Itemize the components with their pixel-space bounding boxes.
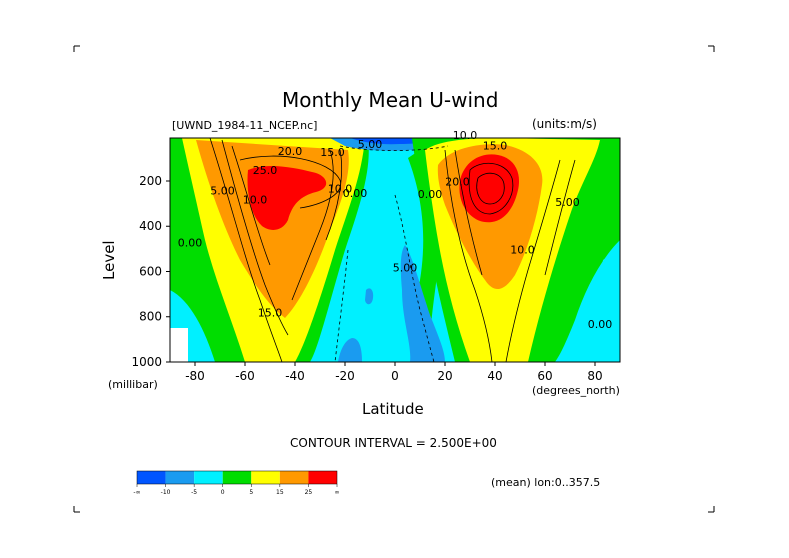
contour-line-sh-4 [291, 149, 334, 301]
y-axis-units: (millibar) [108, 378, 158, 391]
contour-line-sh-1 [209, 138, 283, 362]
contour-label: 10.0 [243, 194, 268, 207]
contour-label: 20.0 [278, 145, 303, 158]
units-label: (units:m/s) [532, 117, 597, 131]
contour-line-nh-4 [544, 159, 576, 276]
band-missing-data [170, 328, 188, 362]
crop-marks [73, 45, 715, 513]
x-tick-label: 0 [391, 369, 399, 383]
contour-label: 15.0 [258, 307, 283, 320]
colorbar-label: 5 [249, 489, 253, 496]
contour-line-nh-ring-2 [476, 172, 505, 205]
y-tick-label: 1000 [131, 355, 162, 369]
contour-line-nh-3 [505, 159, 561, 362]
contour-line-sh-ring [239, 155, 341, 209]
x-tick-label: -40 [285, 369, 305, 383]
chart-title: Monthly Mean U-wind [282, 88, 499, 112]
colorbar-label: ∞ [335, 489, 340, 496]
band-tropical-negative-3 [365, 288, 374, 305]
contour-label: 15.0 [483, 139, 508, 152]
colorbar-swatch [165, 471, 195, 484]
contour-label: 0.00 [178, 237, 203, 250]
contour-line-sh-3 [231, 145, 271, 266]
contour-lines [209, 138, 576, 362]
crop-mark-top-right [708, 45, 715, 52]
x-tick-label: 20 [437, 369, 452, 383]
mean-note: (mean) lon:0..357.5 [491, 476, 601, 489]
x-axis-units: (degrees_north) [532, 384, 620, 397]
x-tick-label: -20 [335, 369, 355, 383]
colorbar-swatch [308, 471, 337, 484]
contour-line-nh-2 [454, 149, 483, 276]
dataset-label: [UWND_1984-11_NCEP.nc] [172, 119, 318, 132]
y-axis-title: Level [100, 240, 118, 280]
colorbar-label: 25 [305, 489, 313, 496]
band-tropical-negative-2 [338, 338, 362, 362]
x-axis-title: Latitude [362, 400, 424, 418]
colorbar-swatch [279, 471, 309, 484]
y-tick-label: 400 [139, 219, 162, 233]
crop-mark-top-left [73, 45, 80, 52]
x-tick-label: -80 [185, 369, 205, 383]
contour-label: 20.0 [445, 176, 470, 189]
colorbar-label: 0 [221, 489, 225, 496]
contour-label: 0.00 [418, 188, 443, 201]
colorbar-frame [136, 470, 338, 485]
x-tick-label: 60 [537, 369, 552, 383]
x-tick-label: 40 [487, 369, 502, 383]
colorbar-swatch [251, 471, 280, 484]
contour-line-nh-ring-1 [468, 162, 514, 215]
colorbar-label: 15 [276, 489, 284, 496]
colorbar-swatch [194, 471, 223, 484]
contour-line-upper-dashed [339, 145, 449, 151]
contour-label: 5.00 [555, 196, 580, 209]
y-axis: 200 400 600 800 1000 [131, 174, 170, 369]
contour-label: 0.00 [588, 318, 613, 331]
contour-line-sh-5 [325, 149, 343, 241]
contour-label: 10.0 [453, 129, 478, 142]
x-axis: -80 -60 -40 -20 0 20 40 60 80 [185, 362, 603, 383]
colorbar: -∞ -10 -5 0 5 15 25 ∞ [133, 470, 340, 496]
contour-line-nh-1 [444, 149, 493, 362]
contour-label: 5.00 [393, 261, 418, 274]
crop-mark-bottom-right [708, 506, 715, 513]
band-tropical-negative-1 [400, 245, 445, 362]
contour-label: 10.0 [328, 182, 353, 195]
contour-interval-note: CONTOUR INTERVAL = 2.500E+00 [290, 436, 497, 450]
colorbar-label: -5 [191, 489, 197, 496]
colorbar-swatch [137, 471, 166, 484]
x-tick-label: 80 [587, 369, 602, 383]
colorbar-swatch [222, 471, 252, 484]
contour-fill-bands [170, 138, 620, 362]
contour-label: 5.00 [358, 138, 383, 151]
y-tick-label: 600 [139, 264, 162, 278]
contour-label: 5.00 [210, 185, 235, 198]
contour-label: 25.0 [253, 164, 278, 177]
crop-mark-bottom-left [73, 506, 80, 513]
colorbar-label: -∞ [133, 489, 140, 496]
contour-label: 10.0 [510, 243, 535, 256]
contour-line-sh-2 [221, 139, 289, 336]
y-tick-label: 200 [139, 174, 162, 188]
contour-labels: 25.020.0 15.010.05.000.0010.00.0015.05.00… [178, 129, 613, 331]
band-right-edge-cyan [599, 250, 620, 362]
x-tick-label: -60 [235, 369, 255, 383]
band-sh-red-core [247, 166, 327, 230]
contour-label: 0.00 [343, 187, 368, 200]
contour-label: 15.0 [320, 146, 345, 159]
colorbar-label: -10 [161, 489, 171, 496]
y-tick-label: 800 [139, 310, 162, 324]
